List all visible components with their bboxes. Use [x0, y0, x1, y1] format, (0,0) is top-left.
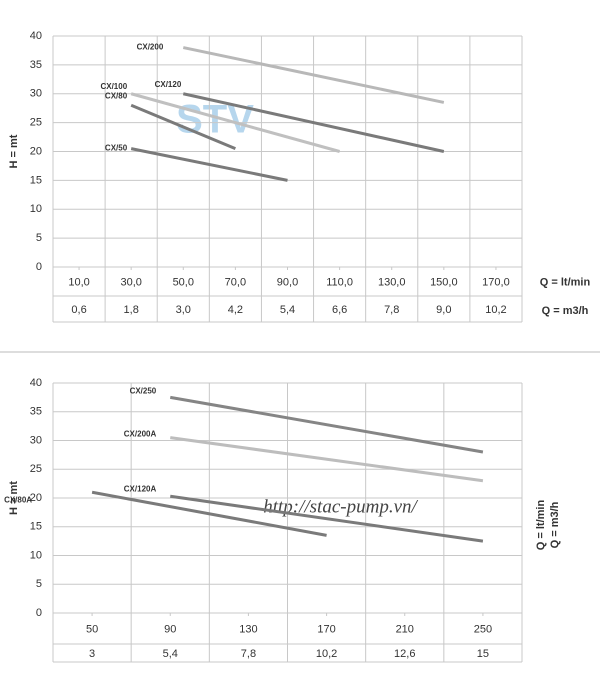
watermark: http://stac-pump.vn/ — [263, 496, 418, 517]
x2-tick-label: 10,2 — [485, 304, 506, 316]
series-label: CX/50 — [105, 144, 128, 153]
line — [130, 92, 341, 153]
x-tick-label: 210 — [396, 623, 414, 635]
y-tick-label: 20 — [30, 492, 42, 504]
x2-tick-label: 5,4 — [163, 648, 178, 660]
y-tick-label: 40 — [30, 30, 42, 42]
line — [91, 490, 327, 537]
x-tick-label: 130 — [239, 623, 257, 635]
y-tick-label: 35 — [30, 59, 42, 71]
y-tick-label: 10 — [30, 203, 42, 215]
x-tick-label: 150,0 — [430, 276, 458, 288]
x-axis-title: Q = lt/min — [535, 500, 547, 551]
line — [170, 436, 484, 483]
x-tick-label: 170,0 — [482, 276, 510, 288]
x2-axis-title: Q = m3/h — [542, 305, 589, 317]
x2-tick-label: 1,8 — [124, 304, 139, 316]
x2-tick-label: 4,2 — [228, 304, 243, 316]
x2-tick-label: 12,6 — [394, 648, 415, 660]
y-tick-label: 0 — [36, 261, 42, 273]
series-label: CX/120A — [124, 484, 157, 493]
x-tick-label: 110,0 — [326, 276, 353, 288]
x2-tick-label: 6,6 — [332, 304, 347, 316]
x-tick-label: 30,0 — [120, 276, 141, 288]
x2-tick-label: 3 — [89, 648, 95, 660]
series-label: CX/100 — [100, 82, 127, 91]
y-tick-label: 30 — [30, 88, 42, 100]
y-tick-label: 25 — [30, 117, 42, 129]
line — [170, 494, 484, 543]
series-label: CX/80 — [105, 91, 128, 100]
x2-tick-label: 0,6 — [71, 304, 86, 316]
series-label: CX/80A — [4, 495, 32, 504]
y-tick-label: 40 — [30, 377, 42, 389]
series-label: CX/120 — [155, 80, 182, 89]
x-tick-label: 10,0 — [68, 276, 89, 288]
x-tick-label: 130,0 — [378, 276, 406, 288]
watermark: STV — [176, 98, 254, 142]
line — [182, 46, 445, 104]
x-tick-label: 170 — [317, 623, 335, 635]
x2-tick-label: 9,0 — [436, 304, 451, 316]
line — [130, 103, 236, 150]
x-tick-label: 90,0 — [277, 276, 298, 288]
y-axis-title: H = mt — [8, 481, 20, 515]
line — [182, 92, 445, 153]
y-tick-label: 15 — [30, 521, 42, 533]
series-label: CX/200A — [124, 430, 157, 439]
y-axis-title: H = mt — [8, 134, 20, 168]
x-tick-label: 250 — [474, 623, 492, 635]
y-tick-label: 35 — [30, 406, 42, 418]
x2-axis-title: Q = m3/h — [549, 501, 561, 548]
x2-tick-label: 10,2 — [316, 648, 337, 660]
x2-tick-label: 5,4 — [280, 304, 295, 316]
y-tick-label: 30 — [30, 434, 42, 446]
series-label: CX/250 — [130, 386, 157, 395]
x-axis-title: Q = lt/min — [540, 276, 591, 288]
x2-tick-label: 15 — [477, 648, 489, 660]
y-tick-label: 5 — [36, 578, 42, 590]
x-tick-label: 50 — [86, 623, 98, 635]
y-tick-label: 15 — [30, 174, 42, 186]
x-tick-label: 70,0 — [225, 276, 246, 288]
series-label: CX/200 — [137, 43, 164, 52]
y-tick-label: 25 — [30, 463, 42, 475]
x2-tick-label: 7,8 — [384, 304, 399, 316]
y-tick-label: 5 — [36, 232, 42, 244]
y-tick-label: 20 — [30, 145, 42, 157]
y-tick-label: 0 — [36, 607, 42, 619]
y-tick-label: 10 — [30, 549, 42, 561]
line — [169, 395, 484, 454]
x-tick-label: 50,0 — [173, 276, 194, 288]
x2-tick-label: 7,8 — [241, 648, 256, 660]
x2-tick-label: 3,0 — [176, 304, 191, 316]
line — [130, 147, 288, 182]
x-tick-label: 90 — [164, 623, 176, 635]
